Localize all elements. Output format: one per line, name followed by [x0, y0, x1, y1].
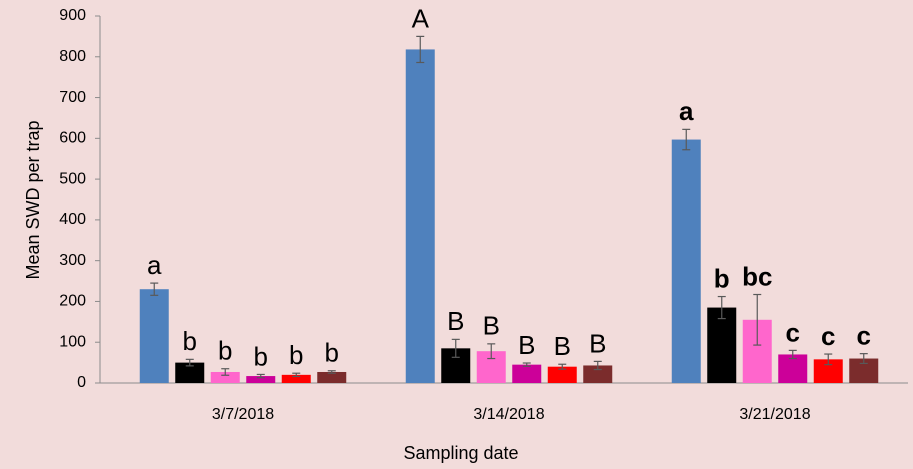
- y-tick-label: 500: [59, 170, 86, 187]
- error-bar: [717, 295, 726, 320]
- bar: [246, 376, 276, 383]
- y-tick-label: 100: [59, 333, 86, 350]
- significance-letter: c: [786, 317, 800, 347]
- x-axis-title: Sampling date: [403, 443, 518, 463]
- bar: [281, 374, 311, 383]
- bar: [778, 354, 808, 383]
- significance-letter: B: [554, 331, 571, 361]
- x-tick-label: 3/21/2018: [739, 406, 810, 423]
- significance-letter: b: [218, 336, 232, 366]
- bar: [139, 289, 169, 383]
- significance-letter: b: [289, 340, 303, 370]
- significance-letter: a: [147, 250, 162, 280]
- significance-letter: B: [589, 328, 606, 358]
- y-axis-title: Mean SWD per trap: [23, 120, 43, 279]
- y-tick-label: 600: [59, 130, 86, 147]
- significance-letter: b: [183, 326, 197, 356]
- y-tick-label: 300: [59, 252, 86, 269]
- y-tick-label: 200: [59, 293, 86, 310]
- bar: [583, 365, 613, 383]
- bar: [210, 371, 240, 383]
- error-bar: [522, 362, 531, 367]
- significance-letter: a: [679, 96, 694, 126]
- bar: [512, 364, 542, 383]
- significance-letter: c: [821, 321, 835, 351]
- error-bar: [753, 293, 762, 346]
- x-tick-label: 3/7/2018: [212, 406, 274, 423]
- y-tick-label: 400: [59, 211, 86, 228]
- significance-letter: B: [483, 311, 500, 341]
- error-bar: [824, 353, 833, 366]
- bar: [813, 359, 843, 383]
- significance-letter: bc: [742, 261, 772, 291]
- significance-letter: B: [447, 306, 464, 336]
- error-bar: [682, 128, 691, 151]
- significance-letter: A: [412, 3, 430, 33]
- significance-letter: b: [254, 341, 268, 371]
- y-tick-label: 0: [77, 374, 86, 391]
- error-bar: [150, 282, 159, 296]
- bar: [317, 371, 347, 383]
- significance-letter: b: [714, 263, 730, 293]
- error-bar: [327, 370, 336, 374]
- error-bar: [593, 360, 602, 371]
- bar: [547, 366, 577, 383]
- bar: [175, 362, 205, 383]
- x-tick-label: 3/14/2018: [473, 406, 544, 423]
- bar: [671, 139, 701, 383]
- significance-letter: b: [325, 338, 339, 368]
- error-bar: [292, 372, 301, 378]
- error-bar: [859, 353, 868, 365]
- error-bar: [256, 373, 265, 379]
- bar: [707, 307, 737, 383]
- y-tick-label: 800: [59, 48, 86, 65]
- y-tick-label: 700: [59, 89, 86, 106]
- error-bar: [221, 368, 230, 376]
- error-bar: [487, 343, 496, 360]
- significance-letter: B: [518, 330, 535, 360]
- error-bar: [788, 349, 797, 360]
- error-bar: [416, 35, 425, 64]
- significance-letter: c: [857, 321, 871, 351]
- error-bar: [185, 358, 194, 367]
- y-tick-label: 900: [59, 7, 86, 24]
- error-bar: [558, 363, 567, 370]
- error-bar: [451, 338, 460, 358]
- bar: [405, 49, 435, 384]
